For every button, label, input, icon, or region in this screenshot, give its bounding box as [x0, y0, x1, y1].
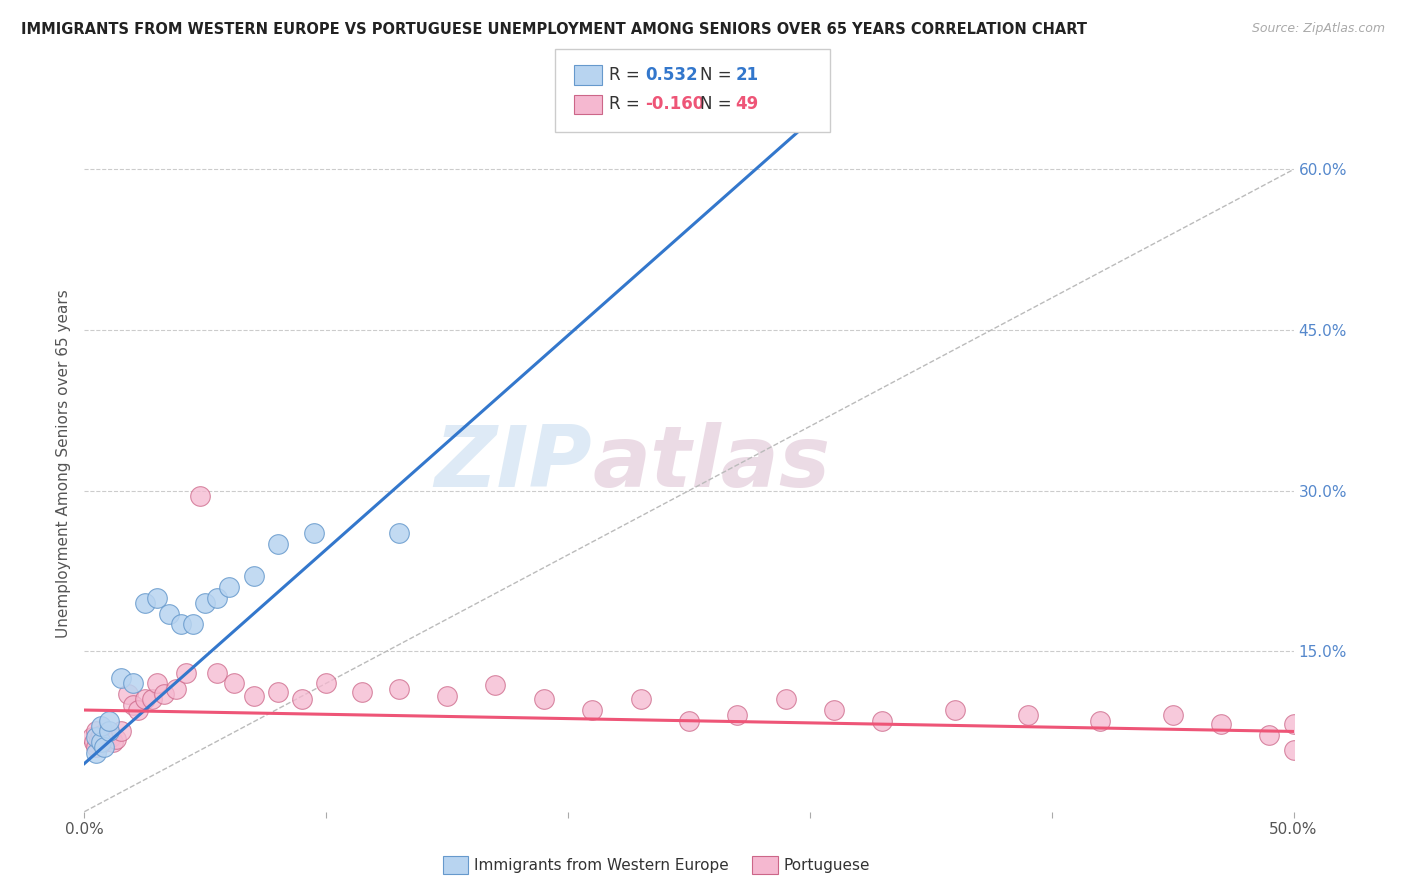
Text: N =: N = — [700, 66, 731, 84]
Point — [165, 681, 187, 696]
Point — [104, 731, 127, 746]
Point — [100, 730, 122, 744]
Point — [388, 681, 411, 696]
Point — [581, 703, 603, 717]
Y-axis label: Unemployment Among Seniors over 65 years: Unemployment Among Seniors over 65 years — [56, 290, 72, 638]
Point — [134, 596, 156, 610]
Point — [86, 730, 108, 744]
Point — [678, 714, 700, 728]
Point — [725, 708, 748, 723]
Text: 0.532: 0.532 — [645, 66, 697, 84]
Point — [146, 676, 169, 690]
Point — [94, 731, 117, 746]
Point — [93, 735, 115, 749]
Text: IMMIGRANTS FROM WESTERN EUROPE VS PORTUGUESE UNEMPLOYMENT AMONG SENIORS OVER 65 : IMMIGRANTS FROM WESTERN EUROPE VS PORTUG… — [21, 22, 1087, 37]
Point — [174, 665, 197, 680]
Point — [224, 676, 246, 690]
Point — [267, 537, 290, 551]
Point — [80, 730, 103, 744]
Text: 49: 49 — [735, 95, 759, 113]
Text: Source: ZipAtlas.com: Source: ZipAtlas.com — [1251, 22, 1385, 36]
Point — [86, 724, 108, 739]
Point — [86, 746, 108, 760]
Point — [121, 698, 143, 712]
Point — [121, 676, 143, 690]
Point — [484, 678, 506, 692]
Point — [388, 526, 411, 541]
Point — [87, 731, 110, 746]
Point — [533, 692, 555, 706]
Point — [90, 735, 112, 749]
Point — [291, 692, 314, 706]
Point — [242, 569, 264, 583]
Text: Immigrants from Western Europe: Immigrants from Western Europe — [474, 858, 728, 872]
Text: ZIP: ZIP — [434, 422, 592, 506]
Point — [207, 591, 229, 605]
Point — [1088, 714, 1111, 728]
Point — [117, 687, 139, 701]
Point — [207, 665, 229, 680]
Point — [110, 724, 132, 739]
Point — [872, 714, 894, 728]
Point — [97, 724, 120, 739]
Point — [110, 671, 132, 685]
Point — [436, 689, 458, 703]
Point — [97, 728, 120, 742]
Text: R =: R = — [609, 95, 640, 113]
Point — [127, 703, 149, 717]
Point — [141, 692, 163, 706]
Point — [823, 703, 845, 717]
Point — [352, 685, 374, 699]
Point — [218, 580, 240, 594]
Point — [1161, 708, 1184, 723]
Point — [190, 489, 212, 503]
Point — [181, 617, 204, 632]
Point — [943, 703, 966, 717]
Text: N =: N = — [700, 95, 731, 113]
Text: -0.160: -0.160 — [645, 95, 704, 113]
Point — [1209, 717, 1232, 731]
Point — [153, 687, 176, 701]
Point — [134, 692, 156, 706]
Point — [1258, 728, 1281, 742]
Point — [90, 719, 112, 733]
Point — [630, 692, 652, 706]
Text: R =: R = — [609, 66, 640, 84]
Point — [86, 740, 108, 755]
Point — [90, 728, 112, 742]
Point — [157, 607, 180, 621]
Point — [103, 735, 125, 749]
Point — [93, 740, 115, 755]
Point — [267, 685, 290, 699]
Point — [242, 689, 264, 703]
Point — [170, 617, 193, 632]
Point — [775, 692, 797, 706]
Text: atlas: atlas — [592, 422, 831, 506]
Point — [97, 714, 120, 728]
Point — [1282, 717, 1305, 731]
Text: 21: 21 — [735, 66, 758, 84]
Point — [146, 591, 169, 605]
Text: Portuguese: Portuguese — [783, 858, 870, 872]
Point — [315, 676, 337, 690]
Point — [83, 735, 105, 749]
Point — [194, 596, 217, 610]
Point — [1282, 742, 1305, 756]
Point — [1017, 708, 1039, 723]
Point — [302, 526, 325, 541]
